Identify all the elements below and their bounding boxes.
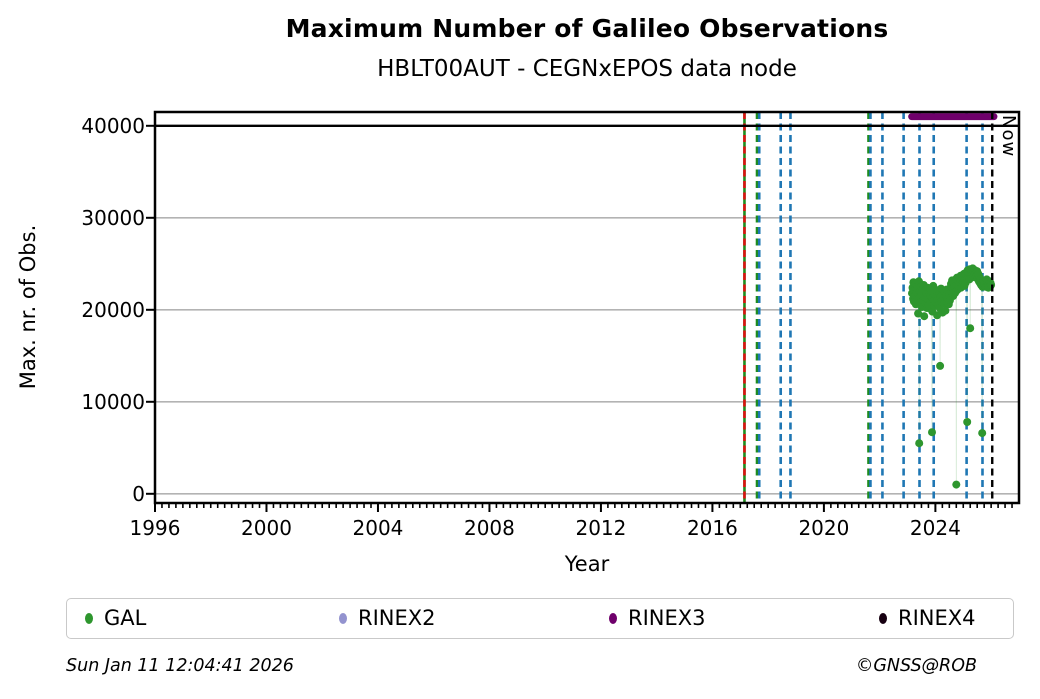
x-tick-label: 2016 [686, 516, 738, 540]
legend: GAL RINEX2 RINEX3 RINEX4 [66, 598, 1014, 639]
page-title: Maximum Number of Galileo Observations [285, 14, 889, 43]
x-tick-label: 2012 [575, 516, 627, 540]
legend-item-rinex2: RINEX2 [339, 599, 436, 637]
gal-point [915, 439, 924, 448]
gal-marker-icon [85, 612, 93, 624]
x-tick-label: 1996 [129, 516, 181, 540]
now-line-label: Now [998, 115, 1020, 158]
legend-item-rinex4: RINEX4 [879, 599, 976, 637]
plot-border [153, 110, 1021, 505]
gal-point [963, 418, 972, 426]
y-tick-label: 0 [132, 481, 145, 506]
gal-point [920, 312, 929, 321]
gal-point [936, 361, 945, 370]
legend-label-rinex2: RINEX2 [358, 606, 436, 630]
x-tick-label: 2024 [909, 516, 961, 540]
legend-label-gal: GAL [104, 606, 147, 630]
y-tick-label: 30000 [81, 205, 145, 230]
y-tick-label: 10000 [81, 389, 145, 414]
timestamp: Sun Jan 11 12:04:41 2026 [66, 656, 294, 676]
gal-point [952, 480, 961, 489]
legend-label-rinex3: RINEX3 [628, 606, 706, 630]
gal-point [941, 306, 950, 315]
plot-area [146, 110, 1021, 512]
rinex3-marker-icon [609, 612, 617, 624]
rinex2-marker-icon [339, 612, 347, 624]
gal-point [966, 324, 975, 333]
page-subtitle: HBLT00AUT - CEGNxEPOS data node [377, 56, 797, 82]
x-tick-label: 2008 [463, 516, 515, 540]
y-tick-label: 20000 [81, 297, 145, 322]
x-tick-label: 2000 [241, 516, 292, 540]
gal-point [978, 429, 987, 438]
legend-item-rinex3: RINEX3 [609, 599, 706, 637]
y-tick-label: 40000 [81, 113, 145, 138]
copyright: ©GNSS@ROB [855, 656, 977, 676]
rinex4-marker-icon [879, 612, 887, 624]
x-tick-label: 2020 [798, 516, 850, 540]
gal-point [928, 428, 936, 437]
x-axis-label: Year [564, 552, 610, 576]
chart-canvas [146, 110, 1021, 512]
x-tick-label: 2004 [352, 516, 404, 540]
gal-point [914, 309, 923, 318]
legend-label-rinex4: RINEX4 [898, 606, 976, 630]
legend-item-gal: GAL [85, 599, 146, 637]
